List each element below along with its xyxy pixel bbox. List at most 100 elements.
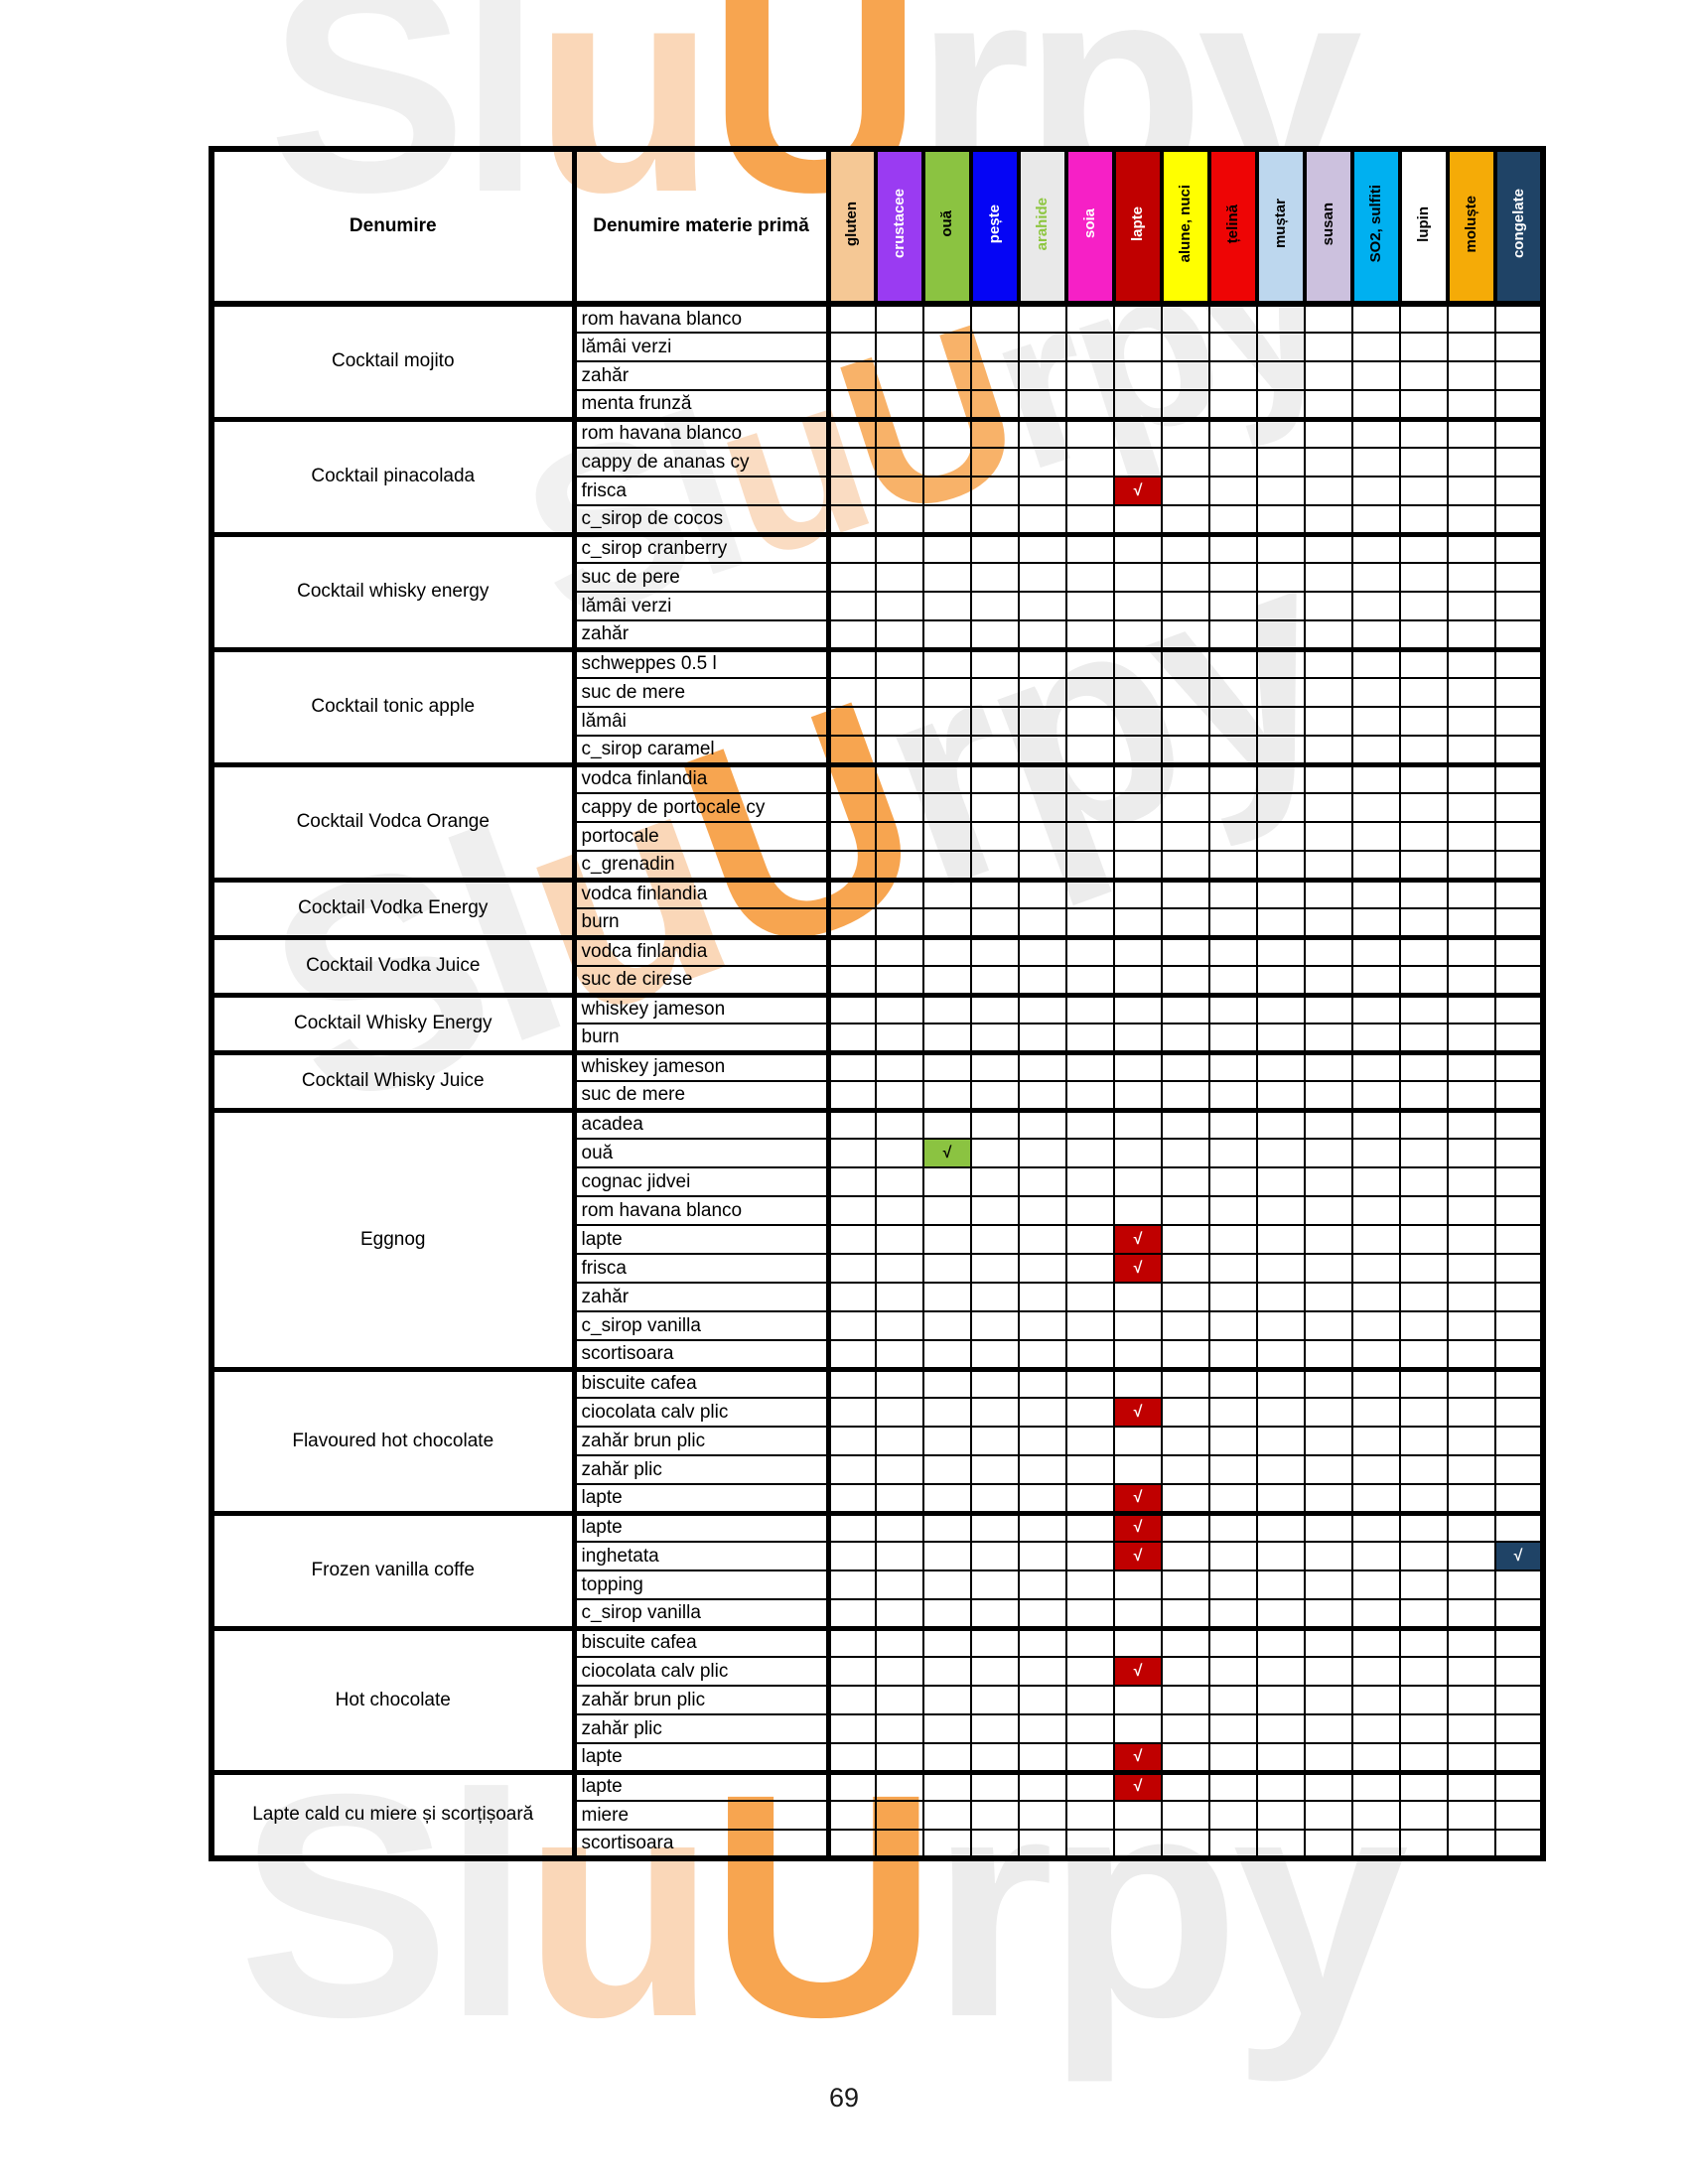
allergen-cell bbox=[1304, 677, 1353, 708]
allergen-cell bbox=[1256, 447, 1306, 478]
allergen-cell bbox=[1161, 1049, 1210, 1082]
group-name-cell: Cocktail Whisky Energy bbox=[209, 992, 577, 1053]
ingredient-cell: lapte bbox=[571, 1224, 831, 1255]
allergen-cell bbox=[1351, 792, 1401, 823]
allergen-cell bbox=[1065, 1656, 1115, 1687]
allergen-cell bbox=[1304, 447, 1353, 478]
allergen-cell bbox=[1351, 1426, 1401, 1456]
allergen-cell bbox=[1065, 1138, 1115, 1168]
allergen-cell bbox=[1494, 677, 1544, 708]
allergen-cell bbox=[875, 1800, 924, 1831]
allergen-cell bbox=[970, 360, 1020, 391]
allergen-header-label: lapte bbox=[1129, 205, 1147, 241]
allergen-cell bbox=[922, 504, 972, 535]
allergen-cell bbox=[1447, 389, 1496, 420]
allergen-cell bbox=[922, 591, 972, 621]
allergen-header-label: gluten bbox=[843, 202, 861, 246]
allergen-cell bbox=[1351, 1685, 1401, 1715]
allergen-cell bbox=[1256, 1829, 1306, 1859]
allergen-cell bbox=[1018, 1454, 1067, 1485]
allergen-cell bbox=[1065, 965, 1115, 996]
table-row: Cocktail pinacolada rom havana blanco bbox=[209, 416, 1544, 535]
allergen-cell bbox=[1113, 504, 1163, 535]
allergen-cell bbox=[922, 821, 972, 852]
allergen-cell bbox=[1208, 531, 1258, 564]
allergen-cell bbox=[1304, 1483, 1353, 1514]
allergen-cell bbox=[1351, 761, 1401, 794]
allergen-cell bbox=[827, 1769, 877, 1802]
allergen-cell bbox=[875, 646, 924, 679]
allergen-cell bbox=[922, 1769, 972, 1802]
allergen-cell bbox=[1494, 1138, 1544, 1168]
allergen-cell bbox=[1208, 1570, 1258, 1600]
allergen-check-cell: √ bbox=[1113, 1224, 1163, 1255]
allergen-cell bbox=[1256, 1166, 1306, 1197]
allergen-cell bbox=[970, 850, 1020, 881]
ingredient-cell: rom havana blanco bbox=[571, 1195, 831, 1226]
allergen-cell bbox=[827, 761, 877, 794]
allergen-cell bbox=[1208, 332, 1258, 362]
allergen-cell bbox=[827, 821, 877, 852]
allergen-cell bbox=[1208, 1483, 1258, 1514]
allergen-cell bbox=[1256, 389, 1306, 420]
allergen-cell bbox=[1113, 965, 1163, 996]
allergen-cell bbox=[1447, 1107, 1496, 1140]
allergen-cell bbox=[1304, 907, 1353, 938]
allergen-cell bbox=[1399, 1656, 1449, 1687]
allergen-cell bbox=[970, 965, 1020, 996]
allergen-cell bbox=[1161, 1310, 1210, 1341]
allergen-cell bbox=[922, 1166, 972, 1197]
allergen-cell bbox=[1304, 1166, 1353, 1197]
allergen-cell bbox=[1208, 934, 1258, 967]
allergen-cell bbox=[875, 360, 924, 391]
allergen-cell bbox=[1256, 476, 1306, 506]
allergen-cell bbox=[1256, 907, 1306, 938]
column-header-allergen-6: soia bbox=[1064, 148, 1116, 307]
allergen-cell bbox=[1304, 360, 1353, 391]
allergen-cell bbox=[922, 1685, 972, 1715]
ingredient-cell: rom havana blanco bbox=[571, 301, 831, 334]
allergen-cell bbox=[1399, 792, 1449, 823]
allergen-header-label: susan bbox=[1320, 202, 1337, 246]
allergen-cell bbox=[1304, 619, 1353, 650]
allergen-cell bbox=[827, 1397, 877, 1428]
group-name-cell: Cocktail mojito bbox=[209, 301, 577, 420]
allergen-cell bbox=[1399, 1195, 1449, 1226]
allergen-cell bbox=[970, 619, 1020, 650]
allergen-cell bbox=[970, 1541, 1020, 1571]
allergen-cell bbox=[1113, 1282, 1163, 1312]
allergen-cell bbox=[875, 1483, 924, 1514]
allergen-cell bbox=[875, 761, 924, 794]
table-row: burn bbox=[211, 907, 1544, 938]
allergen-cell bbox=[875, 1138, 924, 1168]
allergen-cell bbox=[1351, 965, 1401, 996]
allergen-cell bbox=[1447, 1282, 1496, 1312]
allergen-cell bbox=[922, 850, 972, 881]
allergen-cell bbox=[1208, 1282, 1258, 1312]
allergen-cell bbox=[1208, 677, 1258, 708]
allergen-cell bbox=[970, 1282, 1020, 1312]
allergen-cell bbox=[827, 591, 877, 621]
allergen-cell bbox=[827, 1366, 877, 1399]
allergen-cell bbox=[1304, 1656, 1353, 1687]
column-header-allergen-11: susan bbox=[1303, 148, 1354, 307]
allergen-cell bbox=[1208, 1426, 1258, 1456]
allergen-cell bbox=[1494, 1166, 1544, 1197]
allergen-cell bbox=[1304, 1366, 1353, 1399]
allergen-cell bbox=[1304, 1253, 1353, 1284]
ingredient-cell: suc de mere bbox=[571, 1080, 831, 1111]
allergen-cell bbox=[922, 646, 972, 679]
allergen-cell bbox=[1018, 992, 1067, 1024]
allergen-cell bbox=[1161, 1454, 1210, 1485]
page-number: 69 bbox=[828, 2083, 860, 2113]
allergen-cell bbox=[1018, 1282, 1067, 1312]
allergen-cell bbox=[827, 1339, 877, 1370]
allergen-cell bbox=[1447, 416, 1496, 449]
allergen-cell bbox=[875, 447, 924, 478]
allergen-cell bbox=[827, 301, 877, 334]
allergen-cell bbox=[1399, 1107, 1449, 1140]
allergen-cell bbox=[1399, 1483, 1449, 1514]
table-row: portocale bbox=[211, 821, 1544, 852]
allergen-cell bbox=[1208, 1742, 1258, 1773]
allergen-check-cell: √ bbox=[1494, 1541, 1544, 1571]
